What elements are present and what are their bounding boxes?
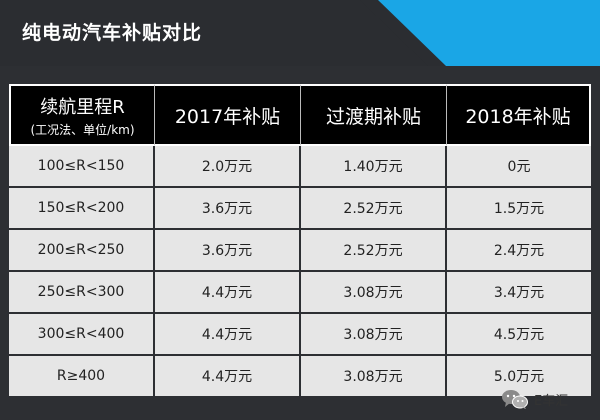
cell-range: R≥400: [9, 356, 155, 396]
header-transition: 过渡期补贴: [301, 84, 447, 146]
table-row: 250≤R<300 4.4万元 3.08万元 3.4万元: [9, 272, 591, 314]
page-title: 纯电动汽车补贴对比: [22, 22, 203, 44]
header-range-main: 续航里程R: [40, 96, 125, 118]
watermark-text: E车汇: [534, 393, 569, 409]
table-row: 300≤R<400 4.4万元 3.08万元 4.5万元: [9, 314, 591, 356]
cell-range: 150≤R<200: [9, 188, 155, 230]
cell-2017: 4.4万元: [155, 356, 301, 396]
cell-2018: 3.4万元: [447, 272, 591, 314]
table-header-row: 续航里程R (工况法、单位/km) 2017年补贴 过渡期补贴 2018年补贴: [9, 84, 591, 146]
cell-transition: 3.08万元: [301, 314, 447, 356]
cell-range: 300≤R<400: [9, 314, 155, 356]
header-bar: 纯电动汽车补贴对比: [0, 0, 600, 66]
cell-transition: 3.08万元: [301, 272, 447, 314]
watermark: E车汇: [500, 386, 596, 412]
table-row: 200≤R<250 3.6万元 2.52万元 2.4万元: [9, 230, 591, 272]
header-accent-shape: [360, 0, 600, 66]
cell-2017: 3.6万元: [155, 188, 301, 230]
cell-2018: 5.0万元: [447, 356, 591, 396]
cell-2017: 4.4万元: [155, 272, 301, 314]
cell-2018: 1.5万元: [447, 188, 591, 230]
cell-2017: 2.0万元: [155, 146, 301, 188]
cell-transition: 1.40万元: [301, 146, 447, 188]
header-2017: 2017年补贴: [155, 84, 301, 146]
cell-2018: 4.5万元: [447, 314, 591, 356]
wechat-icon: [502, 390, 528, 409]
subsidy-table: 续航里程R (工况法、单位/km) 2017年补贴 过渡期补贴 2018年补贴 …: [9, 84, 591, 396]
cell-2018: 0元: [447, 146, 591, 188]
header-range-sub: (工况法、单位/km): [30, 122, 135, 137]
cell-range: 250≤R<300: [9, 272, 155, 314]
cell-range: 200≤R<250: [9, 230, 155, 272]
cell-2017: 4.4万元: [155, 314, 301, 356]
cell-range: 100≤R<150: [9, 146, 155, 188]
cell-transition: 3.08万元: [301, 356, 447, 396]
header-range: 续航里程R (工况法、单位/km): [9, 84, 155, 146]
cell-2017: 3.6万元: [155, 230, 301, 272]
subsidy-table-container: 续航里程R (工况法、单位/km) 2017年补贴 过渡期补贴 2018年补贴 …: [9, 84, 591, 396]
cell-2018: 2.4万元: [447, 230, 591, 272]
table-row: 150≤R<200 3.6万元 2.52万元 1.5万元: [9, 188, 591, 230]
header-2018: 2018年补贴: [447, 84, 591, 146]
table-row: 100≤R<150 2.0万元 1.40万元 0元: [9, 146, 591, 188]
table-row: R≥400 4.4万元 3.08万元 5.0万元: [9, 356, 591, 396]
cell-transition: 2.52万元: [301, 230, 447, 272]
cell-transition: 2.52万元: [301, 188, 447, 230]
